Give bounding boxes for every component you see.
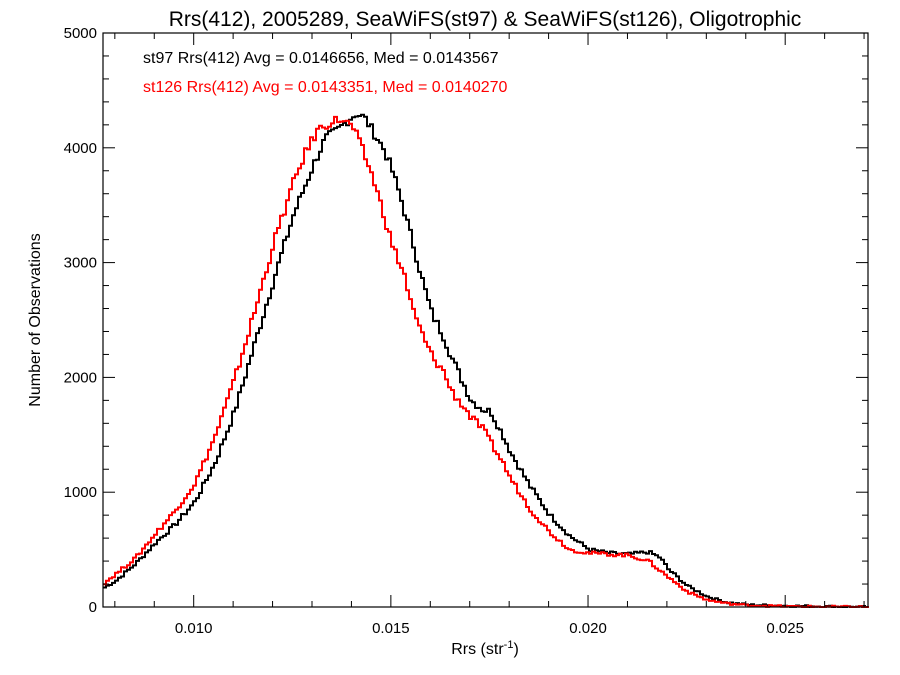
y-tick-label: 2000	[64, 369, 97, 386]
x-axis-label: Rrs (str-1)	[451, 639, 519, 658]
x-tick-label: 0.015	[372, 620, 410, 637]
series-line-st97	[103, 113, 869, 608]
plot-area: 0 1000 2000 3000 4000 5000 0.010 0.015 0.020 0.02…	[64, 25, 869, 637]
y-tick-label: 5000	[64, 25, 97, 42]
legend-entry-st126: st126 Rrs(412) Avg = 0.0143351, Med = 0.…	[143, 79, 508, 96]
y-tick-label: 1000	[64, 484, 97, 501]
legend-entry-st97: st97 Rrs(412) Avg = 0.0146656, Med = 0.0…	[143, 50, 499, 67]
y-tick-label: 4000	[64, 140, 97, 157]
y-tick-label: 0	[89, 599, 97, 616]
series-line-st126	[103, 115, 869, 608]
x-tick-label: 0.020	[569, 620, 607, 637]
x-axis-label-close: )	[513, 641, 518, 658]
y-axis-label: Number of Observations	[27, 233, 44, 406]
plot-frame	[102, 32, 869, 608]
chart-title: Rrs(412), 2005289, SeaWiFS(st97) & SeaWi…	[169, 8, 802, 31]
x-axis-label-main: Rrs (str	[451, 641, 504, 658]
x-tick-label: 0.025	[766, 620, 804, 637]
x-axis-label-superscript: -1	[504, 639, 514, 651]
x-tick-label: 0.010	[175, 620, 213, 637]
y-tick-label: 3000	[64, 255, 97, 272]
